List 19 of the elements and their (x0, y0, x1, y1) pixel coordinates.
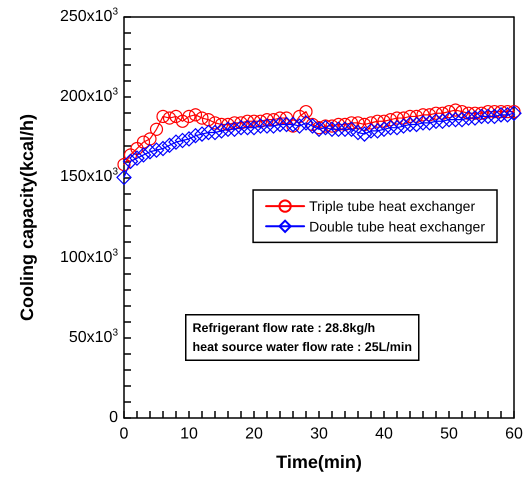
y-tick-label: 250x10$^{3}$ (60, 6, 118, 27)
x-tick-label: 30 (310, 426, 328, 442)
x-tick-label: 10 (180, 426, 198, 442)
y-tick-label: 200x10$^{3}$ (60, 86, 118, 108)
y-tick-label: 150x10$^{3}$ (60, 167, 118, 188)
y-tick-label: 100x10$^{3}$ (60, 247, 118, 268)
annotation: Refrigerant flow rate : 28.8kg/h (192, 321, 376, 335)
y-tick-label: 50x10$^{3}$ (68, 327, 118, 348)
x-axis-title: Time(min) (276, 452, 362, 472)
y-tick-label: 0 (109, 408, 118, 428)
x-tick-label: 0 (120, 426, 129, 442)
x-tick-label: 60 (505, 426, 523, 442)
legend-label: Double tube heat exchanger (309, 218, 486, 234)
y-axis-title: Cooling capacity(kcal/h) (17, 114, 37, 322)
x-tick-label: 20 (245, 426, 263, 442)
annotation: heat source water flow rate : 25L/min (192, 340, 412, 354)
legend-label: Triple tube heat exchanger (309, 198, 476, 214)
x-tick-label: 50 (440, 426, 458, 442)
x-tick-label: 40 (375, 426, 393, 442)
